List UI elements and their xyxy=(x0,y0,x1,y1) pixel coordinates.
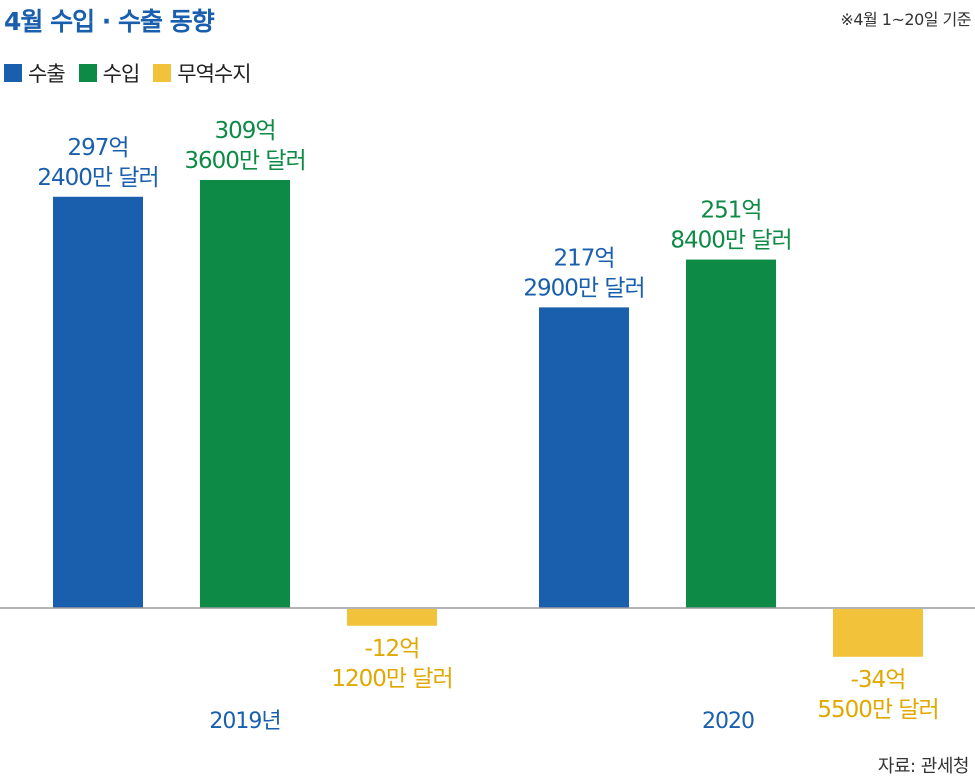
legend-item-export: 수출 xyxy=(4,58,66,88)
data-label-balance-0-0: -12억 xyxy=(365,636,420,662)
category-label-0: 2019년 xyxy=(209,709,280,734)
legend-swatch-import xyxy=(78,64,97,82)
data-label-import-1-0: 251억 xyxy=(700,198,761,224)
date-note: ※4월 1~20일 기준 xyxy=(840,10,971,29)
legend-item-balance: 무역수지 xyxy=(153,58,252,88)
data-label-export-1-1: 2900만 달러 xyxy=(523,275,644,301)
legend-swatch-balance xyxy=(153,64,172,82)
bar-balance-1 xyxy=(833,609,923,657)
bar-export-0 xyxy=(53,196,143,608)
bar-balance-0 xyxy=(347,609,437,626)
data-label-balance-1-1: 5500만 달러 xyxy=(817,697,938,723)
legend-swatch-export xyxy=(4,64,22,82)
data-label-balance-1-0: -34억 xyxy=(851,667,906,693)
bar-import-1 xyxy=(686,259,776,608)
legend-label-import: 수입 xyxy=(102,62,141,86)
bar-import-0 xyxy=(200,180,290,609)
data-label-import-1-1: 8400만 달러 xyxy=(670,228,791,254)
data-label-import-0-0: 309억 xyxy=(214,118,275,144)
legend-label-export: 수출 xyxy=(28,62,66,86)
data-label-balance-0-1: 1200만 달러 xyxy=(331,666,452,692)
data-label-export-1-0: 217억 xyxy=(553,245,614,271)
source-note: 자료: 관세청 xyxy=(877,756,970,777)
legend-label-balance: 무역수지 xyxy=(177,62,251,86)
data-label-export-0-0: 297억 xyxy=(67,135,128,161)
legend-item-import: 수입 xyxy=(78,58,141,88)
chart-title: 4월 수입 · 수출 동향 xyxy=(4,7,215,36)
data-label-import-0-1: 3600만 달러 xyxy=(184,148,305,174)
legend: 수출 수입 무역수지 xyxy=(4,58,265,88)
data-label-export-0-1: 2400만 달러 xyxy=(37,165,158,191)
category-label-1: 2020 xyxy=(702,709,754,734)
bar-export-1 xyxy=(539,307,629,608)
